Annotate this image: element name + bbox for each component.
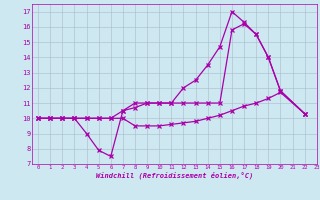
X-axis label: Windchill (Refroidissement éolien,°C): Windchill (Refroidissement éolien,°C) [96,172,253,179]
